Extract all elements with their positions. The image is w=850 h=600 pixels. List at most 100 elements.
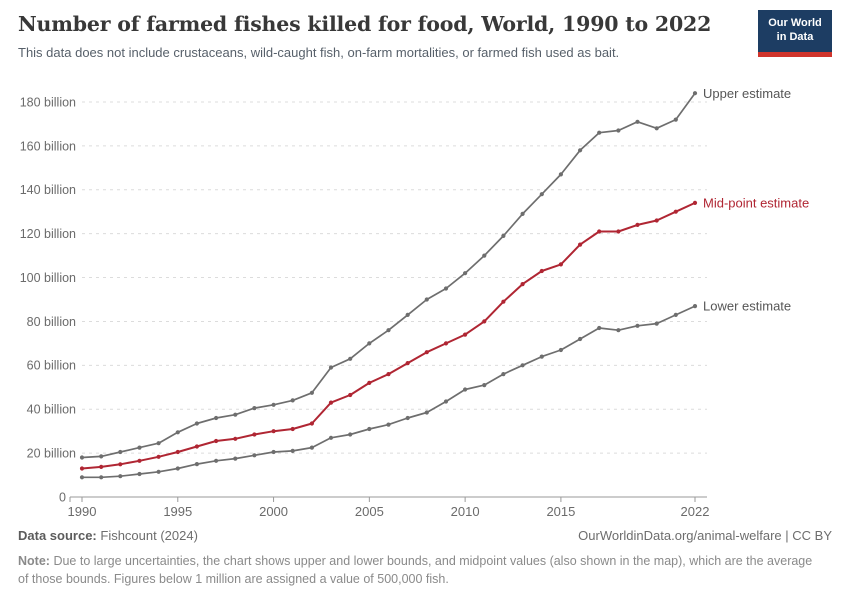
data-point-upper-estimate-2012[interactable] xyxy=(501,233,506,238)
data-point-mid-point-estimate-2001[interactable] xyxy=(290,426,295,432)
data-point-upper-estimate-2013[interactable] xyxy=(520,211,525,216)
data-point-upper-estimate-2006[interactable] xyxy=(386,328,391,333)
data-point-upper-estimate-1990[interactable] xyxy=(79,455,85,460)
data-point-mid-point-estimate-2015[interactable] xyxy=(558,262,564,267)
data-point-lower-estimate-2012[interactable] xyxy=(501,372,506,377)
data-point-mid-point-estimate-2008[interactable] xyxy=(424,350,429,355)
data-point-mid-point-estimate-2000[interactable] xyxy=(271,429,276,434)
data-point-lower-estimate-1994[interactable] xyxy=(156,469,161,474)
data-point-lower-estimate-2009[interactable] xyxy=(443,399,449,404)
data-point-upper-estimate-1997[interactable] xyxy=(214,415,219,421)
data-point-mid-point-estimate-2002[interactable] xyxy=(309,421,314,426)
data-point-upper-estimate-2001[interactable] xyxy=(290,398,295,403)
data-point-lower-estimate-2010[interactable] xyxy=(463,387,468,392)
data-point-upper-estimate-2021[interactable] xyxy=(673,117,678,122)
data-point-upper-estimate-2008[interactable] xyxy=(424,297,429,302)
data-point-lower-estimate-2000[interactable] xyxy=(271,449,276,455)
series-upper-estimate[interactable]: Upper estimate xyxy=(79,86,791,460)
data-point-upper-estimate-2002[interactable] xyxy=(309,390,314,395)
data-point-lower-estimate-2006[interactable] xyxy=(386,422,391,427)
data-point-upper-estimate-1993[interactable] xyxy=(137,445,142,450)
data-point-upper-estimate-2007[interactable] xyxy=(405,312,410,317)
data-point-mid-point-estimate-1997[interactable] xyxy=(214,438,219,444)
data-point-mid-point-estimate-2005[interactable] xyxy=(367,380,372,385)
data-point-lower-estimate-1991[interactable] xyxy=(99,475,104,480)
data-point-mid-point-estimate-2016[interactable] xyxy=(578,242,583,247)
data-point-upper-estimate-2003[interactable] xyxy=(328,365,334,370)
data-point-mid-point-estimate-2018[interactable] xyxy=(616,229,621,234)
data-point-lower-estimate-2005[interactable] xyxy=(367,426,372,432)
data-point-upper-estimate-2000[interactable] xyxy=(271,402,276,407)
data-point-upper-estimate-2004[interactable] xyxy=(348,356,353,361)
data-point-lower-estimate-2021[interactable] xyxy=(673,312,678,317)
data-point-lower-estimate-1998[interactable] xyxy=(233,456,238,461)
series-label-lower-estimate[interactable]: Lower estimate xyxy=(703,299,791,314)
data-point-lower-estimate-2004[interactable] xyxy=(348,432,353,437)
data-point-upper-estimate-2019[interactable] xyxy=(635,119,640,124)
series-mid-point-estimate[interactable]: Mid-point estimate xyxy=(79,195,809,471)
data-point-lower-estimate-2022[interactable] xyxy=(692,304,698,309)
data-point-mid-point-estimate-1994[interactable] xyxy=(156,454,161,459)
data-point-lower-estimate-2016[interactable] xyxy=(578,336,583,342)
data-point-mid-point-estimate-2010[interactable] xyxy=(463,332,468,337)
data-point-lower-estimate-2013[interactable] xyxy=(520,363,525,368)
data-point-mid-point-estimate-2020[interactable] xyxy=(654,218,659,223)
data-point-mid-point-estimate-2013[interactable] xyxy=(520,282,525,287)
data-point-upper-estimate-1995[interactable] xyxy=(175,430,180,435)
data-point-mid-point-estimate-1991[interactable] xyxy=(99,464,104,469)
data-point-upper-estimate-1994[interactable] xyxy=(156,441,161,446)
data-point-lower-estimate-2015[interactable] xyxy=(558,347,564,353)
data-point-lower-estimate-1993[interactable] xyxy=(137,471,142,477)
data-point-lower-estimate-2001[interactable] xyxy=(290,448,295,453)
data-point-upper-estimate-2020[interactable] xyxy=(654,126,659,131)
data-point-upper-estimate-2022[interactable] xyxy=(692,91,698,96)
data-point-mid-point-estimate-1992[interactable] xyxy=(118,462,123,467)
series-lower-estimate[interactable]: Lower estimate xyxy=(79,299,791,480)
data-point-lower-estimate-2018[interactable] xyxy=(616,328,621,333)
data-point-upper-estimate-1998[interactable] xyxy=(233,412,238,417)
data-point-mid-point-estimate-1998[interactable] xyxy=(233,436,238,441)
data-point-lower-estimate-1995[interactable] xyxy=(175,466,180,471)
data-point-lower-estimate-1997[interactable] xyxy=(214,458,219,463)
data-point-upper-estimate-2016[interactable] xyxy=(578,148,583,153)
line-chart-area[interactable]: 20 billion 40 billion 60 billion 80 billion… xyxy=(0,75,850,527)
data-point-lower-estimate-2002[interactable] xyxy=(309,445,314,450)
data-point-upper-estimate-2014[interactable] xyxy=(539,192,544,197)
data-point-upper-estimate-2015[interactable] xyxy=(558,172,564,177)
data-point-lower-estimate-2011[interactable] xyxy=(482,383,487,388)
data-point-upper-estimate-2010[interactable] xyxy=(463,271,468,276)
series-line-mid-point-estimate[interactable] xyxy=(81,201,696,470)
data-point-mid-point-estimate-2022[interactable] xyxy=(692,200,698,205)
data-point-lower-estimate-2019[interactable] xyxy=(635,323,640,328)
data-point-mid-point-estimate-2011[interactable] xyxy=(482,319,487,324)
data-point-mid-point-estimate-1993[interactable] xyxy=(137,458,142,463)
data-point-lower-estimate-1999[interactable] xyxy=(252,453,257,458)
data-point-lower-estimate-1992[interactable] xyxy=(118,474,123,479)
data-point-upper-estimate-2009[interactable] xyxy=(443,286,449,291)
series-label-mid-point-estimate[interactable]: Mid-point estimate xyxy=(703,195,809,210)
data-point-lower-estimate-2003[interactable] xyxy=(328,435,334,440)
attribution-link[interactable]: OurWorldinData.org/animal-welfare | CC B… xyxy=(578,528,832,543)
data-point-mid-point-estimate-2007[interactable] xyxy=(405,361,410,366)
data-point-upper-estimate-2005[interactable] xyxy=(367,341,372,346)
data-point-upper-estimate-1996[interactable] xyxy=(194,421,199,426)
data-point-mid-point-estimate-2009[interactable] xyxy=(443,341,449,346)
data-point-mid-point-estimate-2012[interactable] xyxy=(501,299,506,304)
data-point-lower-estimate-1996[interactable] xyxy=(194,462,199,467)
series-label-upper-estimate[interactable]: Upper estimate xyxy=(703,86,791,101)
data-point-upper-estimate-1992[interactable] xyxy=(118,449,123,455)
data-point-upper-estimate-1991[interactable] xyxy=(99,454,104,459)
data-point-lower-estimate-2014[interactable] xyxy=(539,354,544,359)
data-point-lower-estimate-1990[interactable] xyxy=(79,475,85,480)
data-point-mid-point-estimate-2019[interactable] xyxy=(635,222,640,227)
data-point-mid-point-estimate-1990[interactable] xyxy=(79,466,85,471)
data-point-upper-estimate-1999[interactable] xyxy=(252,406,257,411)
data-point-mid-point-estimate-2021[interactable] xyxy=(673,209,678,214)
data-point-mid-point-estimate-2004[interactable] xyxy=(348,392,353,398)
data-point-lower-estimate-2008[interactable] xyxy=(424,410,429,415)
data-point-mid-point-estimate-1995[interactable] xyxy=(175,449,180,455)
data-point-mid-point-estimate-2003[interactable] xyxy=(328,400,334,405)
data-point-mid-point-estimate-1996[interactable] xyxy=(194,444,199,449)
series-line-upper-estimate[interactable] xyxy=(81,92,696,459)
data-point-lower-estimate-2020[interactable] xyxy=(654,321,659,326)
